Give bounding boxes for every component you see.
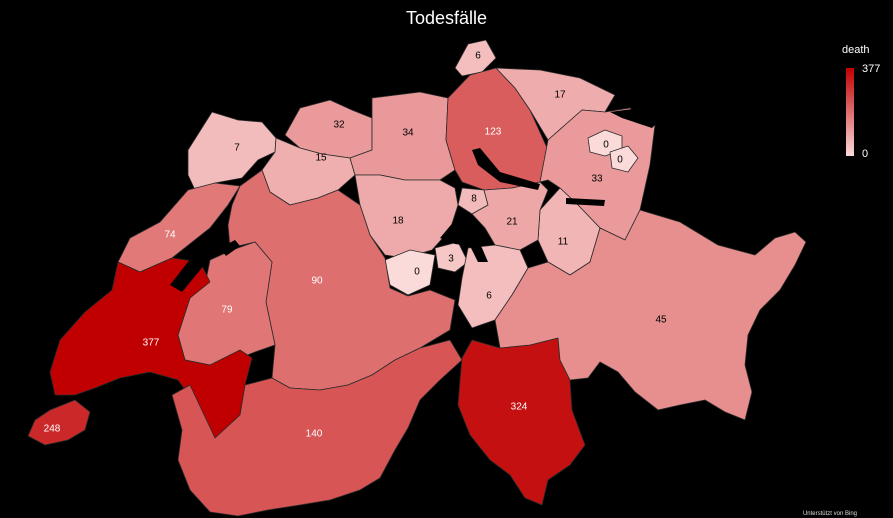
value-label-glarus: 11 [558, 237, 569, 248]
lake-neuchatel [170, 236, 222, 292]
legend-max-label: 377 [862, 63, 881, 75]
color-legend: death 377 0 [838, 44, 888, 164]
legend-title: death [842, 44, 870, 56]
value-label-fribourg: 79 [221, 305, 233, 316]
value-label-aargau: 34 [402, 128, 414, 139]
value-label-luzern: 18 [392, 216, 404, 227]
value-label-appenzell-ir: 0 [617, 155, 623, 166]
value-label-vaud: 377 [143, 338, 160, 349]
value-label-st-gallen: 33 [591, 174, 603, 185]
value-label-ticino: 324 [511, 402, 528, 413]
value-label-zurich: 123 [485, 127, 502, 138]
value-label-nidwalden: 3 [448, 254, 454, 265]
canton-valais[interactable] [171, 339, 463, 517]
value-label-schwyz: 21 [506, 217, 518, 228]
lake-lucerne [440, 220, 488, 262]
value-label-bern: 90 [311, 276, 323, 287]
value-label-thurgau: 17 [554, 90, 566, 101]
canton-jura[interactable] [187, 111, 277, 191]
canton-obwalden[interactable] [384, 249, 436, 296]
canton-appenzell-ir[interactable] [609, 145, 639, 173]
value-label-jura: 7 [234, 143, 240, 154]
value-label-solothurn: 15 [315, 153, 327, 164]
value-label-basel-land: 32 [333, 120, 345, 131]
map-title: Todesfälle [405, 8, 488, 28]
value-label-neuchatel: 74 [164, 230, 176, 241]
value-label-geneva: 248 [44, 424, 61, 435]
legend-min-label: 0 [862, 148, 869, 160]
lake-constance [610, 108, 660, 128]
canton-graubunden[interactable] [494, 209, 807, 421]
value-label-zug: 8 [471, 194, 477, 205]
legend-gradient-bar [846, 68, 854, 156]
value-label-schaffhausen: 6 [475, 51, 481, 62]
value-label-valais: 140 [306, 429, 323, 440]
canton-geneva[interactable] [27, 399, 91, 446]
lake-zurich [472, 148, 540, 190]
value-label-obwalden: 0 [414, 267, 420, 278]
attribution: Unterstützt von Bing [802, 511, 857, 517]
lake-walensee [566, 198, 605, 206]
value-label-appenzell-ar: 0 [603, 140, 609, 151]
lake-biel [220, 240, 240, 256]
value-label-uri: 6 [486, 291, 492, 302]
canton-schaffhausen[interactable] [454, 39, 497, 77]
value-label-graubunden: 45 [655, 315, 667, 326]
